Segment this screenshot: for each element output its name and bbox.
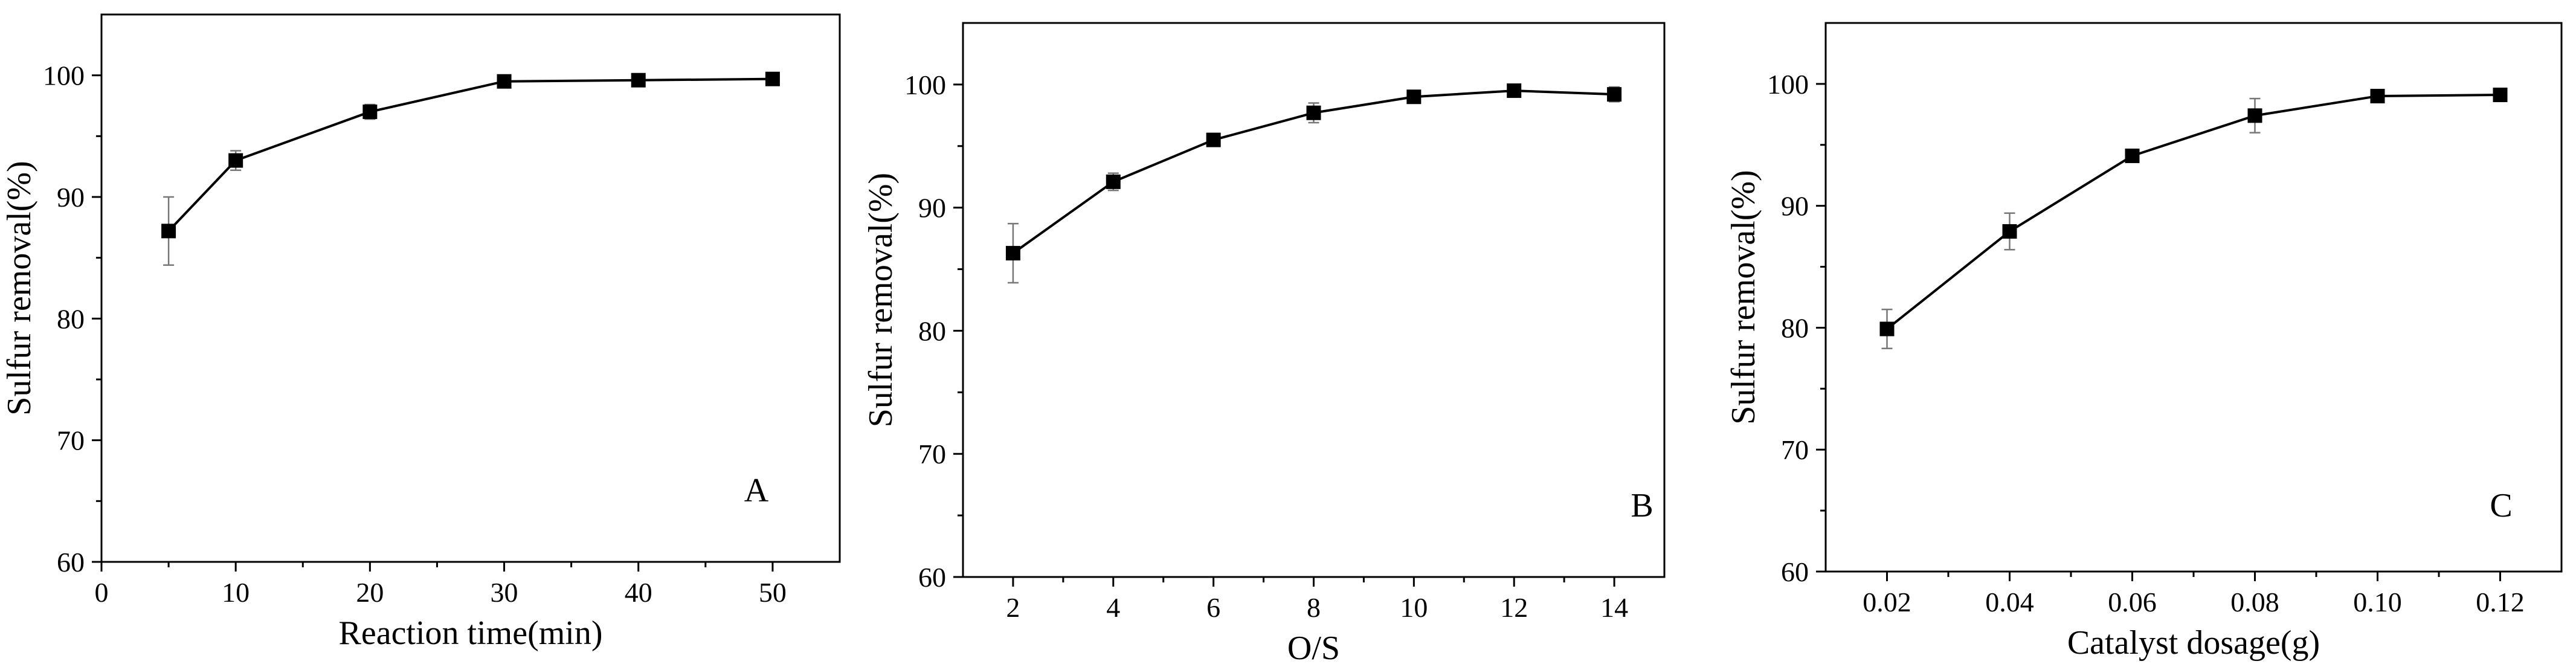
data-point xyxy=(2247,108,2262,123)
x-tick-label: 0 xyxy=(95,577,109,608)
x-tick-label: 0.12 xyxy=(2476,587,2525,617)
x-tick-label: 12 xyxy=(1500,592,1528,623)
data-point xyxy=(2125,148,2140,163)
x-tick-label: 50 xyxy=(759,577,787,608)
data-point xyxy=(2002,224,2017,239)
y-tick-label: 80 xyxy=(1781,312,1809,343)
y-tick-label: 90 xyxy=(1781,191,1809,222)
x-tick-label: 0.10 xyxy=(2353,587,2402,617)
chart-panel-a: 0 10 20 30 40 50 60 70 80 90 100 Reaction time(min)… xyxy=(1,13,841,652)
plot-frame xyxy=(100,13,841,563)
y-tick-label: 90 xyxy=(57,182,85,213)
x-tick-label: 30 xyxy=(491,577,518,608)
data-point xyxy=(1507,83,1522,98)
y-tick-label: 100 xyxy=(904,69,946,100)
plot-frame xyxy=(1824,22,2563,573)
x-tick-label: 0.04 xyxy=(1985,587,2034,617)
data-point xyxy=(631,72,646,88)
x-tick-label: 40 xyxy=(625,577,652,608)
data-point xyxy=(362,105,378,120)
data-point xyxy=(765,71,780,86)
x-tick-label: 10 xyxy=(222,577,250,608)
y-tick-label: 60 xyxy=(918,562,946,593)
data-point xyxy=(1406,89,1422,105)
chart-panel-b: 2 4 6 8 10 12 14 60 70 80 90 100 O/S Sulfur removal(%… xyxy=(862,22,1666,667)
data-point xyxy=(1005,246,1020,261)
data-point xyxy=(228,153,243,168)
y-tick-label: 60 xyxy=(57,547,85,578)
x-tick-label: 20 xyxy=(356,577,384,608)
data-point xyxy=(1106,174,1121,189)
data-point xyxy=(161,224,176,239)
x-axis-title: Catalyst dosage(g) xyxy=(2067,624,2320,662)
x-tick-label: 0.08 xyxy=(2230,587,2279,617)
y-tick-label: 90 xyxy=(918,193,946,224)
data-point xyxy=(1879,321,1895,337)
chart-panel-c: 0.02 0.04 0.06 0.08 0.10 0.12 60 70 80 90 100 Catal… xyxy=(1725,22,2563,662)
y-tick-label: 80 xyxy=(918,315,946,346)
y-axis-title: Sulfur removal(%) xyxy=(1,161,38,415)
x-tick-label: 6 xyxy=(1206,592,1220,623)
panel-letter: B xyxy=(1631,487,1653,524)
y-tick-label: 80 xyxy=(57,303,85,334)
data-point xyxy=(2493,88,2508,103)
x-tick-label: 14 xyxy=(1600,592,1628,623)
y-axis-title: Sulfur removal(%) xyxy=(1725,170,1762,424)
x-tick-label: 4 xyxy=(1106,592,1120,623)
x-tick-label: 0.06 xyxy=(2108,587,2157,617)
y-tick-label: 70 xyxy=(918,439,946,469)
series-line xyxy=(167,77,773,232)
data-point xyxy=(1607,87,1622,102)
x-tick-label: 10 xyxy=(1400,592,1428,623)
x-tick-label: 8 xyxy=(1307,592,1321,623)
y-tick-label: 100 xyxy=(43,60,85,91)
y-tick-label: 100 xyxy=(1767,69,1809,100)
panel-letter: A xyxy=(744,472,769,509)
data-point xyxy=(1206,132,1221,147)
series-line xyxy=(1886,94,2500,330)
panel-letter: C xyxy=(2490,487,2512,524)
data-point xyxy=(497,74,512,89)
x-axis-title: Reaction time(min) xyxy=(339,614,603,652)
x-tick-label: 0.02 xyxy=(1863,587,1911,617)
data-point xyxy=(2370,89,2385,104)
data-point xyxy=(1306,105,1321,120)
y-axis-title: Sulfur removal(%) xyxy=(862,173,900,427)
y-tick-label: 70 xyxy=(57,425,85,456)
y-tick-label: 60 xyxy=(1781,556,1809,587)
x-tick-label: 2 xyxy=(1006,592,1020,623)
y-tick-label: 70 xyxy=(1781,434,1809,465)
x-axis-title: O/S xyxy=(1287,630,1340,667)
